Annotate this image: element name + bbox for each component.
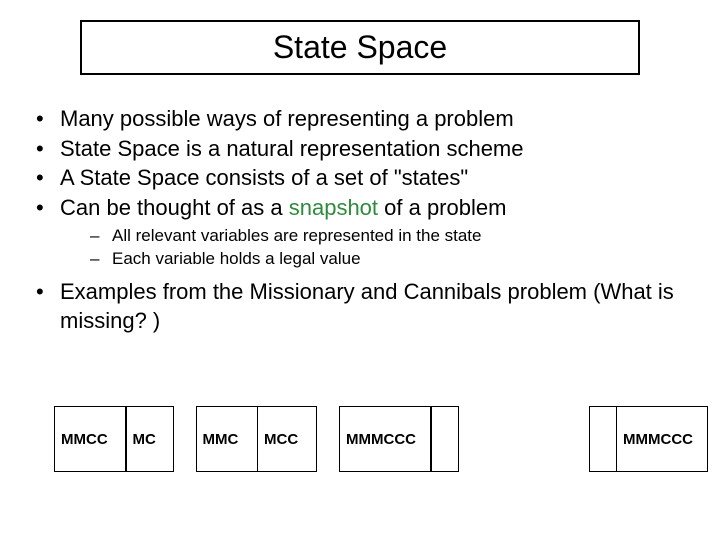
- state-left-cell: MMMCCC: [340, 431, 430, 448]
- sub-bullet-item: Each variable holds a legal value: [60, 248, 690, 271]
- bullet-item: A State Space consists of a set of "stat…: [30, 163, 690, 193]
- state-box: MMCCMC: [54, 406, 174, 472]
- state-box: MMCMCC: [196, 406, 318, 472]
- bullet-item: Examples from the Missionary and Canniba…: [30, 277, 690, 336]
- sub-bullet-text: All relevant variables are represented i…: [112, 226, 481, 245]
- sub-bullet-list: All relevant variables are represented i…: [60, 225, 690, 271]
- slide-title: State Space: [273, 29, 447, 66]
- state-left-cell: MMCC: [55, 431, 125, 448]
- bullet-text-post: of a problem: [378, 195, 506, 220]
- slide: State Space Many possible ways of repres…: [0, 0, 720, 540]
- state-left-cell: MMC: [197, 431, 257, 448]
- state-right-cell: MMMCCC: [617, 431, 707, 448]
- state-box: MMMCCC: [339, 406, 459, 472]
- title-box: State Space: [80, 20, 640, 75]
- state-boxes-row: MMCCMCMMCMCCMMMCCCMMMCCC: [54, 406, 674, 472]
- bullet-text: A State Space consists of a set of "stat…: [60, 165, 468, 190]
- state-right-cell: MC: [127, 431, 173, 448]
- state-box: MMMCCC: [589, 406, 709, 472]
- state-divider: [430, 407, 432, 471]
- accent-word: snapshot: [289, 195, 378, 220]
- bullet-text: State Space is a natural representation …: [60, 136, 524, 161]
- bullet-item: Can be thought of as a snapshot of a pro…: [30, 193, 690, 271]
- bullet-item: State Space is a natural representation …: [30, 134, 690, 164]
- state-right-cell: MCC: [258, 431, 316, 448]
- sub-bullet-item: All relevant variables are represented i…: [60, 225, 690, 248]
- bullet-list: Many possible ways of representing a pro…: [30, 104, 690, 336]
- content-area: Many possible ways of representing a pro…: [30, 104, 690, 336]
- bullet-text-pre: Can be thought of as a: [60, 195, 289, 220]
- bullet-text: Examples from the Missionary and Canniba…: [60, 279, 674, 334]
- bullet-text: Many possible ways of representing a pro…: [60, 106, 514, 131]
- sub-bullet-text: Each variable holds a legal value: [112, 249, 361, 268]
- bullet-item: Many possible ways of representing a pro…: [30, 104, 690, 134]
